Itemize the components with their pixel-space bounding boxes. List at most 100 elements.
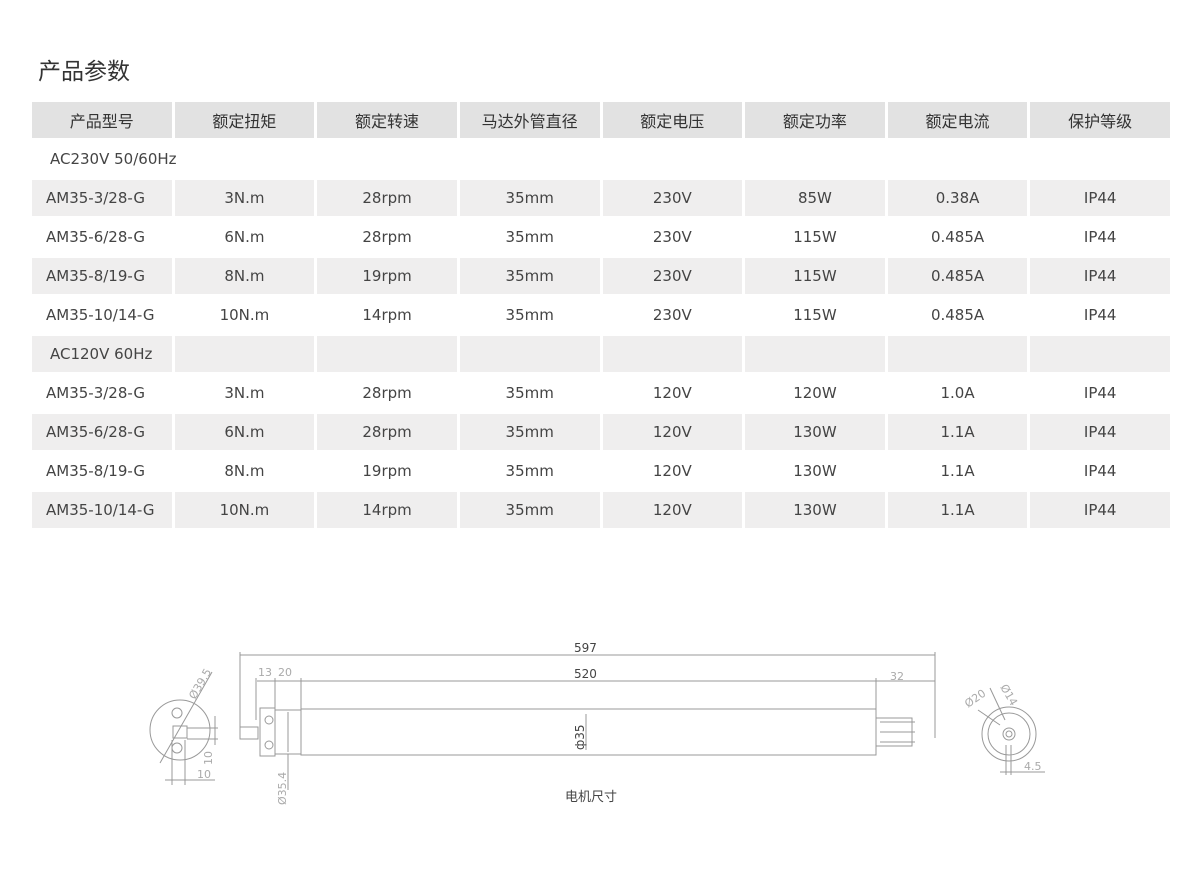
- table-cell: 19rpm: [317, 258, 457, 294]
- table-row: AM35-3/28-G 3N.m 28rpm 35mm 230V 85W 0.38A IP44: [32, 180, 1170, 216]
- table-cell: 1.1A: [940, 462, 975, 480]
- table-cell: 0.485A: [887, 258, 1028, 294]
- table-cell: 19rpm: [362, 462, 412, 480]
- table-cell: 120V: [652, 462, 692, 480]
- table-cell: 8N.m: [174, 258, 315, 294]
- empty-cell: [459, 336, 600, 372]
- table-cell: 230V: [652, 306, 692, 324]
- end-view-right: [977, 687, 1045, 775]
- table-row: AM35-6/28-G 6N.m 28rpm 35mm 230V 115W 0.485A IP…: [32, 219, 1170, 255]
- table-cell: AM35-3/28-G: [46, 384, 145, 402]
- empty-cell: [1030, 336, 1170, 372]
- spec-table: 产品型号 额定扭矩 额定转速 马达外管直径 额定电压 额定功率 额定电流 保护等级 AC230…: [29, 99, 1173, 531]
- table-cell: AM35-3/28-G: [32, 180, 172, 216]
- table-cell: 28rpm: [362, 228, 412, 246]
- table-cell: IP44: [1030, 258, 1170, 294]
- group-row: AC120V 60Hz: [32, 336, 1170, 372]
- table-cell: 130W: [745, 414, 885, 450]
- drawing-caption: 电机尺寸: [565, 790, 618, 805]
- table-row: AM35-10/14-G 10N.m 14rpm 35mm 120V 130W 1.1A IP…: [32, 492, 1170, 528]
- table-cell: 35mm: [505, 462, 554, 480]
- table-cell: 3N.m: [224, 384, 265, 402]
- dim-head-diameter: Ø35.4: [276, 772, 289, 805]
- dim-tube-length: 520: [574, 667, 597, 681]
- table-cell: 14rpm: [317, 492, 457, 528]
- group-label: AC120V 60Hz: [32, 336, 172, 372]
- table-cell: 3N.m: [174, 180, 315, 216]
- column-header: 额定扭矩: [174, 102, 315, 138]
- table-cell: 115W: [793, 306, 837, 324]
- table-cell: 6N.m: [174, 414, 315, 450]
- table-cell: IP44: [1030, 414, 1170, 450]
- empty-cell: [745, 336, 885, 372]
- page-title: 产品参数: [38, 59, 130, 85]
- end-view-left: [149, 671, 218, 785]
- column-header: 额定转速: [317, 102, 457, 138]
- table-row: AM35-6/28-G 6N.m 28rpm 35mm 120V 130W 1.1A IP44: [32, 414, 1170, 450]
- table-cell: 10N.m: [219, 306, 270, 324]
- table-header-row: 产品型号 额定扭矩 额定转速 马达外管直径 额定电压 额定功率 额定电流 保护等级: [32, 102, 1170, 138]
- table-cell: 230V: [652, 228, 692, 246]
- dim-cap-d14: Ø14: [997, 682, 1020, 708]
- table-cell: AM35-6/28-G: [32, 414, 172, 450]
- column-header: 额定电流: [887, 102, 1028, 138]
- group-row: AC230V 50/60Hz: [32, 141, 1170, 177]
- table-cell: 85W: [745, 180, 885, 216]
- table-cell: 28rpm: [317, 180, 457, 216]
- table-cell: 230V: [602, 258, 743, 294]
- table-row: AM35-8/19-G 8N.m 19rpm 35mm 120V 130W 1.1A IP44: [32, 453, 1170, 489]
- table-cell: 0.485A: [930, 306, 985, 324]
- table-cell: 120V: [652, 384, 692, 402]
- dim-square-height: 10: [202, 751, 215, 765]
- table-cell: 6N.m: [224, 228, 265, 246]
- column-header: 额定功率: [745, 102, 885, 138]
- dim-13: 13: [258, 666, 272, 679]
- table-cell: AM35-8/19-G: [46, 462, 145, 480]
- table-cell: AM35-10/14-G: [32, 492, 172, 528]
- dim-square-width: 10: [197, 768, 211, 781]
- table-cell: 35mm: [459, 258, 600, 294]
- table-cell: 10N.m: [174, 492, 315, 528]
- table-cell: 1.1A: [887, 414, 1028, 450]
- table-cell: IP44: [1030, 180, 1170, 216]
- table-cell: 28rpm: [362, 384, 412, 402]
- table-cell: 230V: [602, 180, 743, 216]
- dim-cap-d20: Ø20: [962, 687, 988, 711]
- table-cell: IP44: [1083, 462, 1117, 480]
- table-cell: 35mm: [505, 384, 554, 402]
- table-cell: AM35-6/28-G: [46, 228, 145, 246]
- table-cell: 120V: [602, 414, 743, 450]
- empty-cell: [174, 336, 315, 372]
- table-cell: 0.485A: [930, 228, 985, 246]
- column-header: 产品型号: [32, 102, 172, 138]
- table-cell: 130W: [793, 462, 837, 480]
- table-cell: 0.38A: [887, 180, 1028, 216]
- table-cell: 1.0A: [940, 384, 975, 402]
- table-cell: 130W: [745, 492, 885, 528]
- table-cell: 35mm: [505, 228, 554, 246]
- table-cell: 115W: [793, 228, 837, 246]
- dim-shaft: 4.5: [1024, 760, 1042, 773]
- dim-20: 20: [278, 666, 292, 679]
- table-cell: 115W: [745, 258, 885, 294]
- table-row: AM35-8/19-G 8N.m 19rpm 35mm 230V 115W 0.485A IP…: [32, 258, 1170, 294]
- group-label: AC230V 50/60Hz: [50, 150, 177, 168]
- column-header: 马达外管直径: [459, 102, 600, 138]
- dim-end-diameter: Ø39.5: [186, 666, 214, 701]
- table-cell: 14rpm: [362, 306, 412, 324]
- empty-cell: [602, 336, 743, 372]
- dim-right-32: 32: [890, 670, 904, 683]
- table-cell: 120W: [793, 384, 837, 402]
- table-cell: 35mm: [459, 414, 600, 450]
- table-cell: IP44: [1083, 306, 1117, 324]
- table-cell: IP44: [1083, 228, 1117, 246]
- table-cell: 120V: [602, 492, 743, 528]
- table-cell: 35mm: [459, 180, 600, 216]
- table-cell: AM35-10/14-G: [46, 306, 155, 324]
- table-cell: IP44: [1083, 384, 1117, 402]
- table-row: AM35-10/14-G 10N.m 14rpm 35mm 230V 115W 0.485A…: [32, 297, 1170, 333]
- motor-tube: [300, 708, 877, 756]
- table-cell: 28rpm: [317, 414, 457, 450]
